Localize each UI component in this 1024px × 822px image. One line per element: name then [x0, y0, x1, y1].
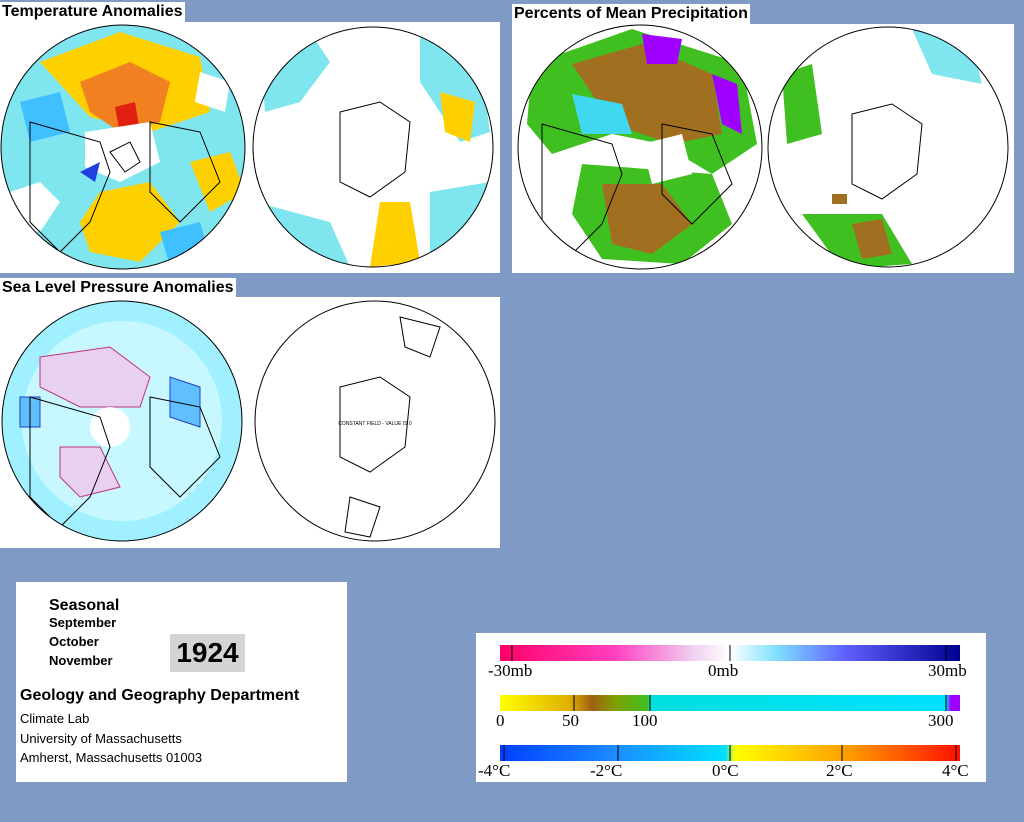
color-legend: -30mb 0mb 30mb 0 50 100 300 -4°C -2°C 0°… — [476, 633, 986, 782]
temp-label-2: 2°C — [826, 761, 853, 780]
year-display: 1924 — [170, 634, 245, 672]
month-2: October — [49, 634, 99, 649]
pressure-label-max: 30mb — [928, 661, 967, 680]
pressure-north-map — [2, 301, 242, 541]
precipitation-maps — [517, 24, 1009, 270]
temp-label-minus4: -4°C — [478, 761, 511, 780]
lab-name: Climate Lab — [20, 711, 90, 726]
temperature-panel — [0, 22, 500, 273]
precip-colorbar — [500, 695, 960, 711]
season-label: Seasonal — [49, 597, 120, 614]
address: Amherst, Massachusetts 01003 — [20, 750, 203, 765]
precip-label-50: 50 — [562, 711, 579, 730]
precipitation-north-map — [518, 25, 762, 269]
month-1: September — [49, 615, 117, 630]
temperature-maps — [0, 24, 494, 270]
university-name: University of Massachusetts — [20, 731, 182, 746]
pressure-label-min: -30mb — [488, 661, 533, 680]
pressure-south-map: CONSTANT FIELD - VALUE IS 0 — [254, 300, 496, 542]
precipitation-panel-title: Percents of Mean Precipitation — [512, 4, 750, 24]
pressure-panel: CONSTANT FIELD - VALUE IS 0 — [0, 297, 500, 548]
department-name: Geology and Geography Department — [20, 687, 300, 704]
precip-label-0: 0 — [496, 711, 505, 730]
temp-label-minus2: -2°C — [590, 761, 623, 780]
month-3: November — [49, 653, 113, 668]
precipitation-panel — [512, 24, 1014, 273]
temperature-panel-title: Temperature Anomalies — [0, 2, 185, 22]
temperature-north-map — [1, 25, 245, 269]
precip-label-100: 100 — [632, 711, 658, 730]
constant-field-note: CONSTANT FIELD - VALUE IS 0 — [338, 421, 412, 427]
temperature-south-map — [253, 27, 493, 267]
temp-label-4: 4°C — [942, 761, 969, 780]
precip-label-300: 300 — [928, 711, 954, 730]
pressure-panel-title: Sea Level Pressure Anomalies — [0, 278, 236, 298]
pressure-label-mid: 0mb — [708, 661, 739, 680]
temp-label-0: 0°C — [712, 761, 739, 780]
pressure-maps: CONSTANT FIELD - VALUE IS 0 — [1, 300, 496, 542]
info-box: Seasonal September October November 1924… — [16, 582, 347, 782]
precipitation-south-map — [768, 27, 1008, 267]
legend-bars — [500, 645, 960, 761]
